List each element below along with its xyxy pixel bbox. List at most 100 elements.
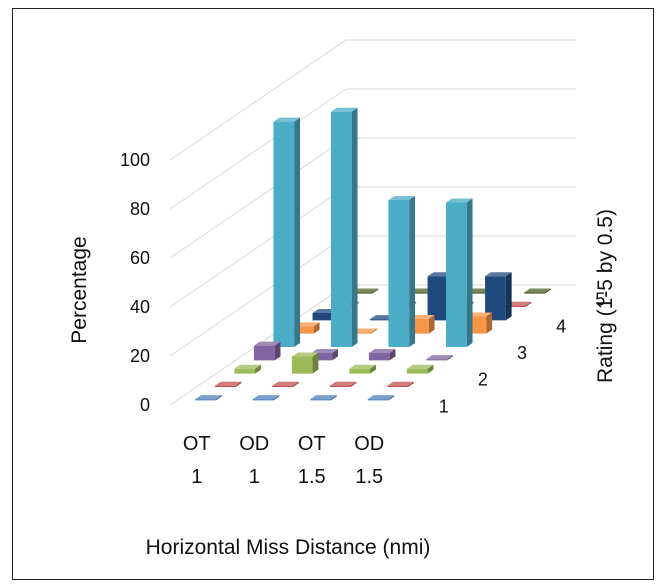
y-tick-label: 40 xyxy=(130,297,150,317)
z-tick-labels: 1 2 3 4 5 xyxy=(439,290,605,417)
bar xyxy=(272,381,299,387)
y-tick-label: 100 xyxy=(120,150,150,170)
y-tick-label: 20 xyxy=(130,346,150,366)
bar xyxy=(367,395,395,401)
bar xyxy=(195,395,222,401)
bar-side xyxy=(371,328,378,334)
x-category-labels: OT 1 OD 1 OT 1.5 OD 1.5 xyxy=(183,433,384,488)
bar-front xyxy=(195,399,216,401)
bar-top xyxy=(367,395,395,400)
bar xyxy=(234,364,261,374)
z-tick-label: 4 xyxy=(556,316,566,336)
bar xyxy=(368,348,396,361)
bar-side xyxy=(255,364,261,374)
bar-front xyxy=(406,368,428,374)
bar-top xyxy=(234,364,261,369)
bar-side xyxy=(388,395,395,401)
x-category-label: 1 xyxy=(249,466,260,488)
bar-top xyxy=(329,381,357,386)
bar-top xyxy=(310,395,337,400)
bar xyxy=(426,355,453,361)
bar-side xyxy=(330,395,337,401)
bar-top xyxy=(311,348,338,353)
gridline xyxy=(169,39,576,161)
bar-front xyxy=(312,312,334,321)
bar xyxy=(310,395,337,401)
x-category-label: OD xyxy=(354,433,384,455)
bar xyxy=(329,381,357,387)
x-category-label: OT xyxy=(298,433,326,455)
bar-front xyxy=(524,292,545,294)
bar-side xyxy=(313,322,320,334)
bar-top xyxy=(349,364,376,369)
bar-side xyxy=(273,395,280,401)
bar xyxy=(214,381,242,387)
bar xyxy=(291,352,319,374)
bar-side xyxy=(389,348,396,361)
bar-front xyxy=(368,352,390,361)
bar-front xyxy=(426,359,448,361)
y-axis-title: Percentage xyxy=(68,236,91,343)
bar-top xyxy=(252,395,280,400)
bar-side xyxy=(525,301,532,307)
z-tick-label: 3 xyxy=(517,343,527,363)
gridline xyxy=(169,235,576,357)
bar-front xyxy=(253,345,275,361)
bar xyxy=(445,198,473,347)
bar xyxy=(273,117,301,347)
bar-front xyxy=(387,385,408,387)
bar-side xyxy=(294,117,301,347)
bar-top xyxy=(330,107,358,112)
bar-side xyxy=(332,348,338,361)
y-tick-label: 60 xyxy=(130,248,150,268)
bars xyxy=(195,107,551,401)
bar-top xyxy=(524,288,551,293)
bar-front xyxy=(367,399,389,401)
z-tick-label: 5 xyxy=(595,290,605,310)
bar-top xyxy=(214,381,242,386)
bar-front xyxy=(310,399,331,401)
bar-side xyxy=(486,312,493,334)
bar-top xyxy=(253,341,281,346)
bar xyxy=(524,288,551,294)
bar-side xyxy=(409,196,416,347)
bar-front xyxy=(370,319,391,321)
bar-side xyxy=(427,364,434,374)
x-category-label: 1.5 xyxy=(298,466,326,488)
bar xyxy=(253,341,281,361)
bar-front xyxy=(273,121,295,347)
bar-front xyxy=(252,399,274,401)
y-tick-label: 80 xyxy=(130,199,150,219)
bar-front xyxy=(329,385,351,387)
y-tick-labels: 0 20 40 60 80 100 xyxy=(120,150,150,415)
bar-side xyxy=(505,272,512,321)
bar-top xyxy=(291,352,319,357)
bar-top xyxy=(351,288,379,293)
bar-side xyxy=(372,288,379,294)
bar-top xyxy=(388,196,416,200)
bar xyxy=(330,107,358,347)
bar-top xyxy=(273,117,301,122)
bar-front xyxy=(234,368,256,374)
bar-front xyxy=(388,200,410,347)
bar-front xyxy=(291,356,313,374)
x-category-label: OD xyxy=(239,433,269,455)
bar-side xyxy=(351,107,358,347)
bar-top xyxy=(426,355,453,360)
bar-top xyxy=(445,198,473,203)
bar xyxy=(252,395,280,401)
x-axis-title: Horizontal Miss Distance (nmi) xyxy=(146,536,431,559)
bar-side xyxy=(370,364,376,374)
z-axis-title: Rating (1-5 by 0.5) xyxy=(594,209,617,383)
bar-side xyxy=(428,314,435,334)
bar xyxy=(406,364,434,374)
bar-front xyxy=(330,111,352,347)
bar-front xyxy=(427,276,449,321)
bar-side xyxy=(544,288,551,294)
bar-front xyxy=(214,385,236,387)
bar-side xyxy=(350,381,357,387)
x-category-label: 1 xyxy=(191,466,202,488)
gridline xyxy=(169,88,576,210)
x-category-label: OT xyxy=(183,433,211,455)
